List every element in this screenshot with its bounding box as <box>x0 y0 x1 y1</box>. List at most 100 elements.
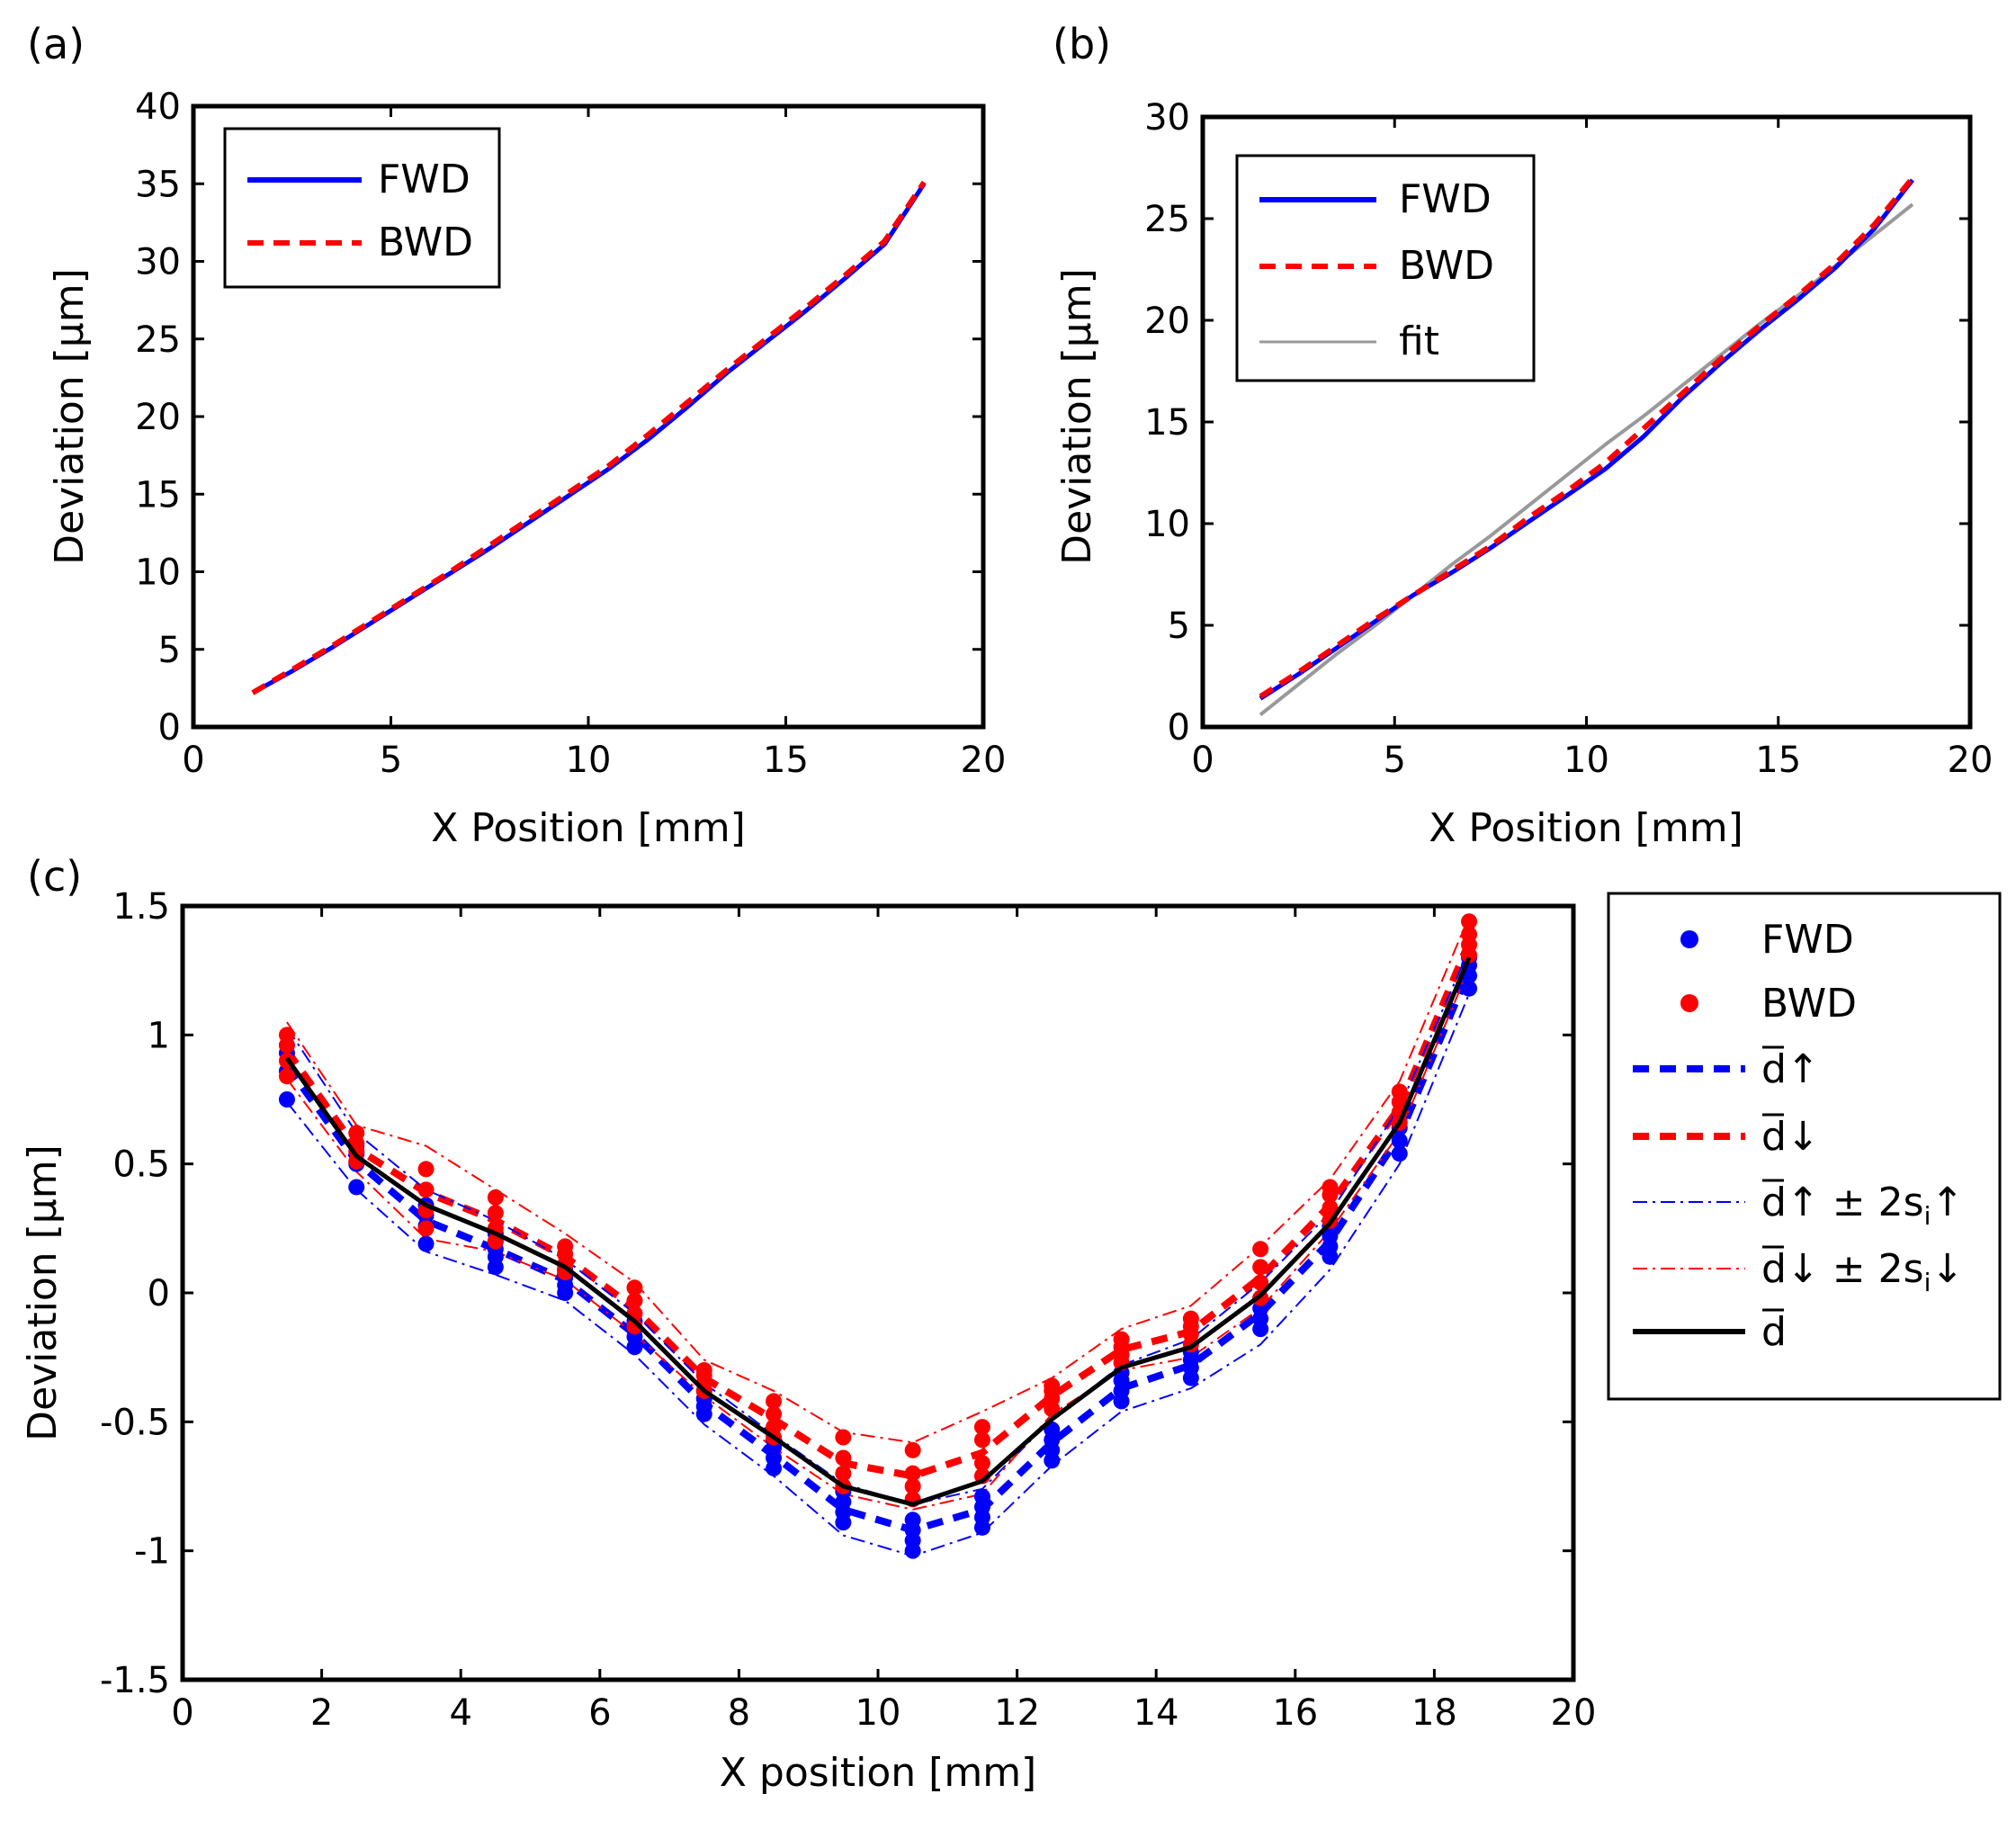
data-point-fwd <box>417 1235 435 1252</box>
x-tick-label: 2 <box>310 1692 333 1734</box>
y-tick-label: 15 <box>135 474 181 516</box>
data-point-bwd <box>1391 1083 1408 1100</box>
data-point-bwd <box>1461 926 1478 943</box>
panel-a-ylabel: Deviation [µm] <box>47 268 93 565</box>
series-line-bwd <box>251 180 927 695</box>
legend-label-text: d↑ <box>1761 1046 1820 1092</box>
data-point-bwd <box>626 1292 643 1309</box>
x-tick-label: 16 <box>1272 1692 1318 1734</box>
data-point-bwd <box>348 1125 365 1142</box>
x-tick-label: 0 <box>182 740 204 781</box>
legend-label-text: BWD <box>1761 981 1857 1027</box>
data-point-bwd <box>417 1181 435 1198</box>
x-tick-label: 15 <box>763 740 809 781</box>
legend-subscript: i <box>1924 1268 1931 1297</box>
data-point-bwd <box>557 1238 574 1255</box>
data-point-fwd <box>1391 1145 1408 1162</box>
y-tick-label: 30 <box>135 242 181 283</box>
data-point-bwd <box>835 1465 852 1482</box>
legend-tail: ↑ <box>1931 1180 1964 1225</box>
data-point-bwd <box>766 1393 783 1410</box>
data-point-fwd <box>1391 1132 1408 1149</box>
data-point-bwd <box>1113 1331 1130 1348</box>
series-line-d- <box>283 940 1473 1480</box>
panel-a-legend-bwd: BWD <box>378 220 473 265</box>
y-tick-label: 0 <box>148 1273 170 1314</box>
panel-b-legend-bwd: BWD <box>1399 243 1494 289</box>
y-tick-label: 15 <box>1144 402 1190 444</box>
panel-a-legend-fwd: FWD <box>378 157 470 202</box>
y-tick-label: 20 <box>135 397 181 438</box>
legend-label-6: d <box>1761 1309 1787 1355</box>
panel-c-axes <box>180 903 1576 1682</box>
data-point-bwd <box>417 1161 435 1178</box>
y-tick-label: 30 <box>1144 97 1190 139</box>
legend-label-text: FWD <box>1761 917 1854 963</box>
data-point-bwd <box>766 1405 783 1422</box>
data-point-bwd <box>1252 1259 1269 1276</box>
legend-label-1: BWD <box>1761 981 1857 1027</box>
y-tick-label: 20 <box>1144 301 1190 342</box>
data-point-bwd <box>973 1455 990 1472</box>
panel-b-lines <box>1259 175 1915 716</box>
legend-label-5: d↓ ± 2si↓ <box>1761 1246 1964 1297</box>
data-point-bwd <box>626 1279 643 1296</box>
panel-c: (c) 0 2 4 6 8 10 12 14 16 18 20-1.5-1-0.500.511.5 … <box>20 852 2002 1796</box>
y-tick-label: 10 <box>135 552 181 594</box>
data-point-bwd <box>1322 1199 1339 1216</box>
data-point-bwd <box>417 1220 435 1237</box>
data-point-bwd <box>1252 1274 1269 1291</box>
y-tick-label: -1 <box>134 1531 170 1573</box>
legend-marker-fwd <box>1680 930 1698 948</box>
panel-b-label: (b) <box>1053 20 1111 68</box>
data-point-bwd <box>904 1465 921 1482</box>
legend-label-text: d↓ <box>1761 1114 1820 1160</box>
x-tick-label: 20 <box>1948 740 1994 781</box>
y-tick-label: 25 <box>135 319 181 361</box>
legend-label-text: d <box>1761 1309 1787 1355</box>
panel-c-legend-box <box>1607 892 2002 1401</box>
y-tick-label: 1 <box>148 1015 170 1056</box>
panel-c-xlabel: X position [mm] <box>720 1750 1036 1796</box>
panel-c-ylabel: Deviation [µm] <box>20 1144 66 1441</box>
x-tick-label: 10 <box>1564 740 1609 781</box>
data-point-bwd <box>973 1431 990 1449</box>
panel-a-legend-box <box>223 127 501 289</box>
panel-b-xlabel: X Position [mm] <box>1429 805 1743 851</box>
series-line-d-2s-lower- <box>286 967 1471 1511</box>
y-tick-label: 10 <box>1144 504 1190 545</box>
panel-a-xlabel: X Position [mm] <box>431 805 746 851</box>
x-tick-label: 12 <box>994 1692 1040 1734</box>
y-tick-label: 5 <box>158 630 181 671</box>
series-line-d- <box>283 969 1473 1534</box>
legend-label-4: d↑ ± 2si↑ <box>1761 1180 1964 1231</box>
x-tick-label: 10 <box>566 740 612 781</box>
x-tick-label: 5 <box>1384 740 1406 781</box>
legend-tail: ↓ <box>1931 1246 1964 1292</box>
data-point-fwd <box>1461 980 1478 997</box>
y-tick-label: 5 <box>1168 606 1190 647</box>
panel-a-ticks: 0 5 10 15 20 0 5 10 15 20 25 30 35 40 <box>135 86 1006 781</box>
x-tick-label: 4 <box>449 1692 471 1734</box>
panel-b-legend: FWD BWD fit <box>1235 154 1536 382</box>
x-tick-label: 8 <box>728 1692 750 1734</box>
legend-label-2: d↑ <box>1761 1046 1820 1092</box>
panel-b-legend-fwd: FWD <box>1399 176 1492 222</box>
series-line-d- <box>284 956 1472 1507</box>
x-tick-label: 14 <box>1133 1692 1179 1734</box>
legend-label-text: d↓ ± 2s <box>1761 1246 1924 1292</box>
panel-b: (b) 0 5 10 15 20 0 5 10 15 20 25 30 X Position [mm]… <box>1053 20 1993 851</box>
y-tick-label: 0.5 <box>112 1144 170 1186</box>
legend-marker-bwd <box>1680 994 1698 1012</box>
panel-b-ylabel: Deviation [µm] <box>1054 268 1100 565</box>
data-point-fwd <box>904 1512 921 1529</box>
data-point-bwd <box>1182 1310 1199 1327</box>
x-tick-label: 20 <box>961 740 1007 781</box>
data-point-bwd <box>278 1068 295 1085</box>
x-tick-label: 0 <box>1191 740 1214 781</box>
data-point-bwd <box>487 1205 504 1222</box>
data-point-bwd <box>695 1362 712 1378</box>
legend-subscript: i <box>1924 1201 1931 1231</box>
panel-b-ticks: 0 5 10 15 20 0 5 10 15 20 25 30 <box>1144 97 1993 781</box>
